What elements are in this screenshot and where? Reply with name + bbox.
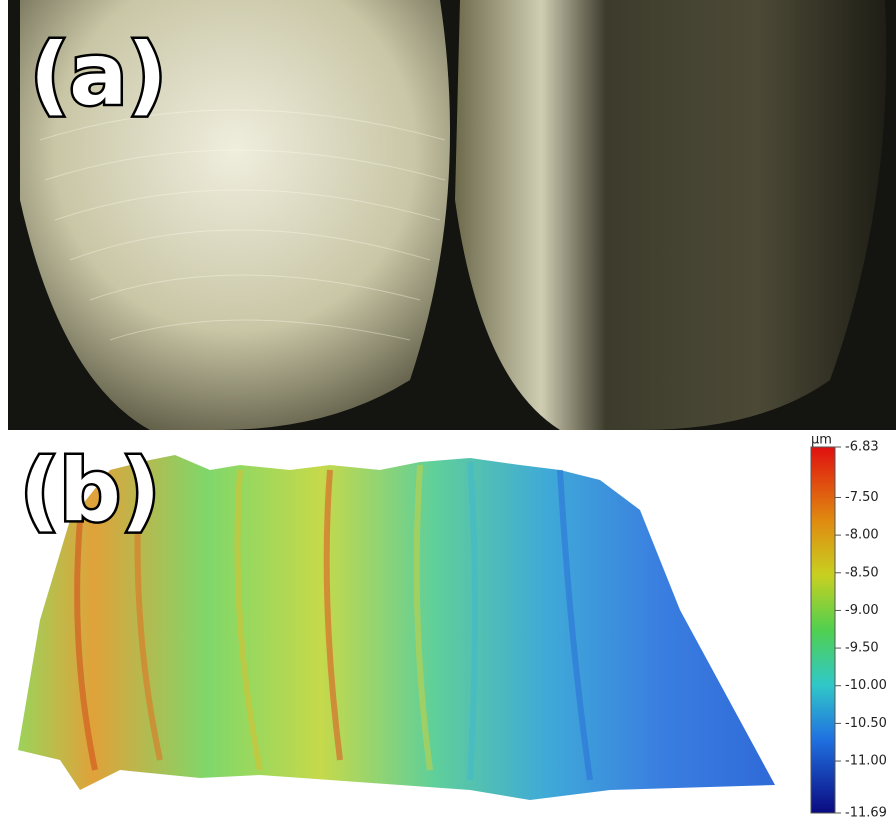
colorbar-tick-label: -10.50 [845, 716, 887, 731]
glass-right [455, 0, 886, 430]
panel-label: (b) [20, 441, 160, 541]
colorbar-tick-label: -8.00 [845, 528, 879, 543]
colorbar-tick-label: -10.00 [845, 678, 887, 693]
colorbar-unit: µm [811, 433, 832, 448]
colorbar-tick-label: -7.50 [845, 490, 879, 505]
colorbar-tick-label: -9.00 [845, 603, 879, 618]
figure: (a) (b) µm -6.83 -7.50 -8.00 -8.50 -9.00 -9.5… [0, 0, 896, 819]
panel-label: (a) [30, 25, 167, 125]
colorbar-tick-label: -11.69 [845, 806, 887, 819]
panel-a: (a) [8, 0, 896, 430]
colorbar-tick-label: -9.50 [845, 641, 879, 656]
panel-b: (b) µm [18, 433, 835, 814]
colorbar [811, 447, 835, 813]
colorbar-tick-label: -11.00 [845, 754, 887, 769]
colorbar-tick-label: -6.83 [845, 440, 879, 455]
colorbar-tick-label: -8.50 [845, 565, 879, 580]
